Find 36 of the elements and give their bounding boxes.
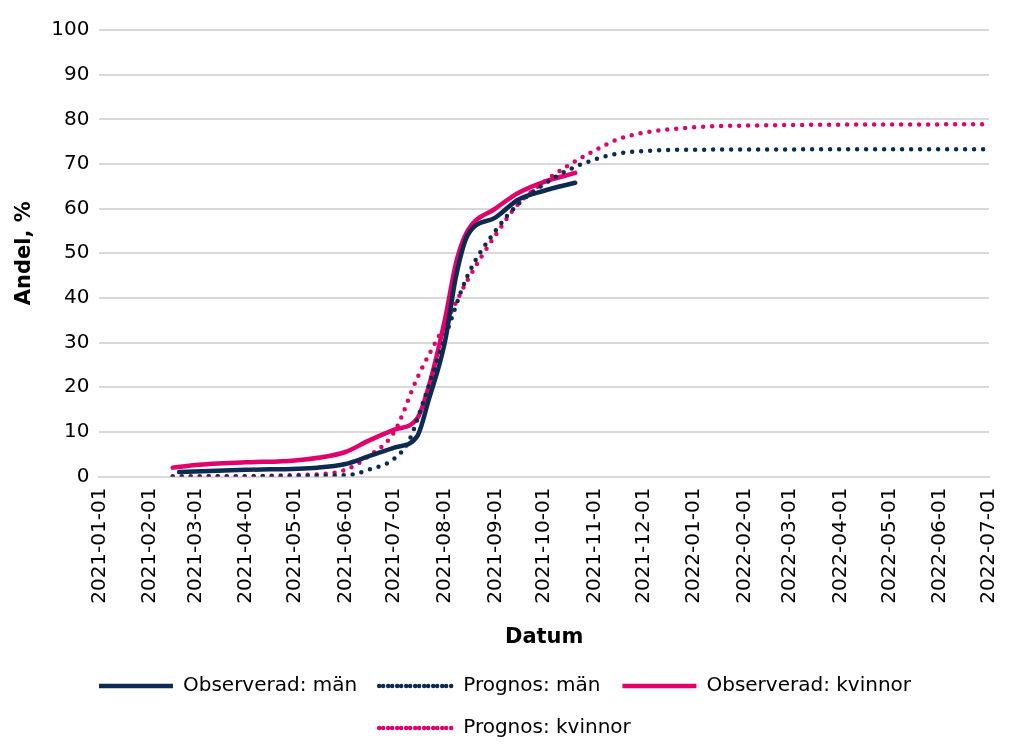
x-tick-label: 2021-03-01 — [181, 487, 206, 604]
y-tick-label: 50 — [63, 239, 90, 264]
y-tick-label: 100 — [51, 16, 90, 41]
legend-label: Observerad: kvinnor — [706, 672, 912, 697]
x-tick-label: 2021-09-01 — [481, 487, 506, 604]
x-axis-title: Datum — [504, 623, 584, 648]
x-tick-label: 2022-02-01 — [730, 487, 755, 604]
legend-label: Prognos: män — [463, 672, 601, 697]
y-tick-label: 70 — [63, 150, 90, 175]
x-tick-label: 2021-06-01 — [331, 487, 356, 604]
x-tick-label: 2021-02-01 — [136, 487, 161, 604]
x-tick-label: 2022-05-01 — [875, 487, 900, 604]
legend-label: Observerad: män — [182, 672, 358, 697]
x-tick-label: 2021-12-01 — [629, 487, 654, 604]
x-tick-label: 2021-05-01 — [281, 487, 306, 604]
x-tick-label: 2022-03-01 — [776, 487, 801, 604]
x-tick-label: 2021-04-01 — [232, 487, 257, 604]
y-axis-title: Andel, % — [11, 201, 36, 306]
y-tick-label: 40 — [63, 284, 90, 309]
y-tick-label: 90 — [63, 60, 90, 85]
y-tick-label: 20 — [63, 373, 90, 398]
y-tick-label: 60 — [63, 194, 90, 219]
legend-label: Prognos: kvinnor — [463, 714, 632, 739]
x-tick-label: 2021-11-01 — [580, 487, 605, 604]
x-tick-label: 2022-07-01 — [975, 487, 1000, 604]
x-tick-label: 2021-01-01 — [85, 487, 110, 604]
y-tick-label: 80 — [63, 105, 90, 130]
x-tick-label: 2021-08-01 — [431, 487, 455, 604]
y-tick-label: 30 — [63, 328, 90, 353]
x-tick-label: 2022-06-01 — [926, 487, 951, 604]
x-tick-label: 2022-04-01 — [826, 487, 851, 604]
x-tick-label: 2021-10-01 — [530, 487, 555, 604]
x-tick-label: 2022-01-01 — [680, 487, 705, 604]
y-tick-label: 0 — [76, 462, 90, 487]
x-tick-label: 2021-07-01 — [380, 487, 405, 604]
y-tick-label: 10 — [63, 418, 90, 443]
